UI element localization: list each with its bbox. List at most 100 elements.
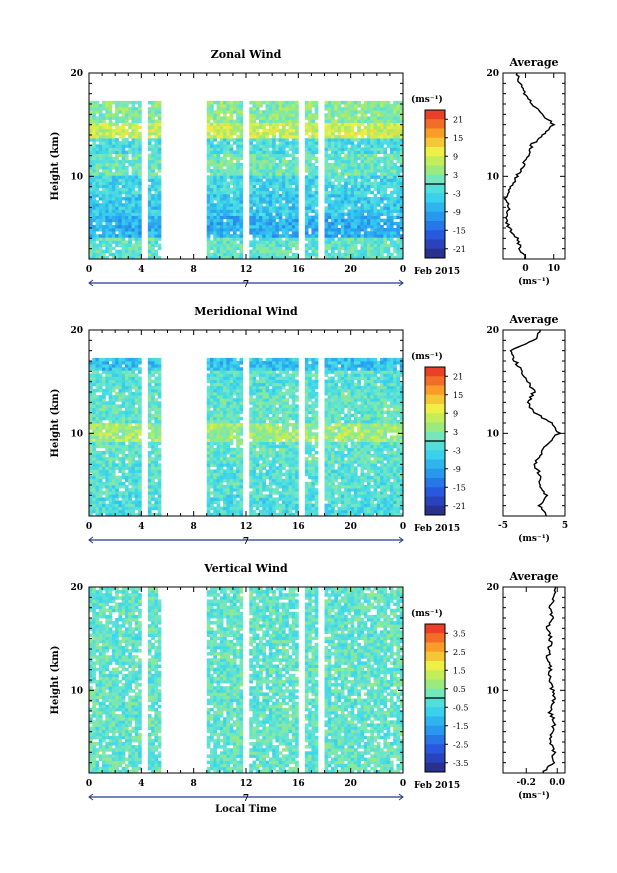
heatmap-cell bbox=[124, 193, 129, 198]
heatmap-cell bbox=[102, 200, 106, 204]
heatmap-cell bbox=[344, 144, 348, 148]
heatmap-cell bbox=[380, 243, 384, 247]
heatmap-cell bbox=[281, 255, 286, 260]
heatmap-cell bbox=[154, 382, 159, 387]
heatmap-cell bbox=[95, 107, 100, 111]
heatmap-cell bbox=[121, 401, 126, 405]
heatmap-cell bbox=[154, 172, 159, 176]
heatmap-cell bbox=[111, 454, 116, 458]
heatmap-cell bbox=[291, 178, 296, 182]
heatmap-cell bbox=[344, 178, 348, 182]
heatmap-cell bbox=[102, 209, 106, 213]
heatmap-cell bbox=[304, 184, 309, 189]
heatmap-cell bbox=[206, 252, 211, 257]
heatmap-cell bbox=[102, 460, 106, 464]
heatmap-cell bbox=[255, 255, 260, 260]
heatmap-cell bbox=[327, 215, 332, 220]
heatmap-cell bbox=[396, 116, 401, 120]
heatmap-cell bbox=[131, 128, 136, 133]
heatmap-cell bbox=[121, 426, 126, 430]
heatmap-cell bbox=[268, 141, 273, 145]
heatmap-cell bbox=[219, 410, 224, 415]
heatmap-cell bbox=[360, 162, 365, 167]
heatmap-cell bbox=[92, 361, 96, 365]
heatmap-cell bbox=[360, 156, 365, 161]
heatmap-cell bbox=[98, 466, 103, 470]
heatmap-cell bbox=[98, 184, 103, 189]
heatmap-cell bbox=[219, 184, 224, 189]
heatmap-cell bbox=[147, 367, 152, 371]
heatmap-cell bbox=[128, 228, 132, 232]
heatmap-cell bbox=[219, 144, 224, 148]
heatmap-cell bbox=[111, 234, 116, 238]
heatmap-cell bbox=[278, 181, 283, 185]
heatmap-cell bbox=[226, 104, 231, 108]
colorbar-segment bbox=[425, 230, 445, 240]
heatmap-cell bbox=[265, 159, 270, 164]
heatmap-cell bbox=[134, 416, 139, 421]
heatmap-cell bbox=[344, 131, 348, 136]
heatmap-cell bbox=[324, 144, 329, 148]
heatmap-cell bbox=[105, 231, 110, 235]
heatmap-cell bbox=[102, 122, 106, 127]
heatmap-cell bbox=[252, 228, 257, 232]
heatmap-cell bbox=[102, 193, 106, 198]
heatmap-cell bbox=[98, 147, 103, 151]
heatmap-cell bbox=[124, 203, 129, 207]
heatmap-cell bbox=[386, 128, 391, 133]
heatmap-cell bbox=[376, 234, 381, 238]
heatmap-cell bbox=[105, 509, 110, 514]
heatmap-cell bbox=[386, 110, 391, 114]
heatmap-cell bbox=[216, 122, 221, 127]
heatmap-cell bbox=[134, 441, 139, 446]
heatmap-cell bbox=[151, 416, 155, 421]
heatmap-cell bbox=[154, 156, 159, 161]
heatmap-cell bbox=[138, 135, 142, 139]
heatmap-cell bbox=[360, 190, 365, 195]
heatmap-cell bbox=[259, 184, 263, 189]
heatmap-cell bbox=[134, 373, 139, 377]
heatmap-cell bbox=[314, 131, 319, 136]
heatmap-cell bbox=[147, 398, 152, 402]
heatmap-cell bbox=[115, 398, 119, 402]
heatmap-cell bbox=[124, 107, 129, 111]
heatmap-cell bbox=[223, 104, 227, 108]
heatmap-cell bbox=[239, 156, 244, 161]
heatmap-cell bbox=[337, 162, 342, 167]
heatmap-cell bbox=[370, 215, 374, 220]
heatmap-cell bbox=[314, 122, 319, 127]
heatmap-cell bbox=[89, 478, 93, 483]
heatmap-cell bbox=[108, 159, 113, 164]
heatmap-cell bbox=[373, 131, 378, 136]
heatmap-cell bbox=[118, 203, 123, 207]
heatmap-cell bbox=[95, 144, 100, 148]
heatmap-cell bbox=[92, 447, 96, 452]
heatmap-cell bbox=[210, 512, 214, 517]
heatmap-cell bbox=[350, 169, 355, 173]
heatmap-cell bbox=[213, 190, 217, 195]
heatmap-cell bbox=[396, 131, 401, 136]
heatmap-cell bbox=[291, 224, 296, 229]
heatmap-cell bbox=[121, 509, 126, 514]
heatmap-cell bbox=[226, 252, 231, 257]
heatmap-cell bbox=[268, 169, 273, 173]
x-tick-label: 4 bbox=[138, 265, 144, 275]
heatmap-cell bbox=[89, 156, 93, 161]
heatmap-cell bbox=[151, 122, 155, 127]
heatmap-cell bbox=[226, 379, 231, 384]
heatmap-cell bbox=[360, 197, 365, 201]
heatmap-cell bbox=[376, 249, 381, 254]
heatmap-cell bbox=[223, 416, 227, 421]
heatmap-cell bbox=[131, 472, 136, 477]
heatmap-cell bbox=[105, 472, 110, 477]
heatmap-cell bbox=[314, 193, 319, 198]
heatmap-cell bbox=[396, 138, 401, 142]
heatmap-cell bbox=[154, 150, 159, 154]
heatmap-cell bbox=[89, 463, 93, 467]
heatmap-cell bbox=[291, 243, 296, 247]
heatmap-cell bbox=[213, 426, 217, 430]
heatmap-cell bbox=[151, 116, 155, 120]
heatmap-cell bbox=[213, 252, 217, 257]
heatmap-cell bbox=[154, 228, 159, 232]
heatmap-cell bbox=[262, 135, 267, 139]
